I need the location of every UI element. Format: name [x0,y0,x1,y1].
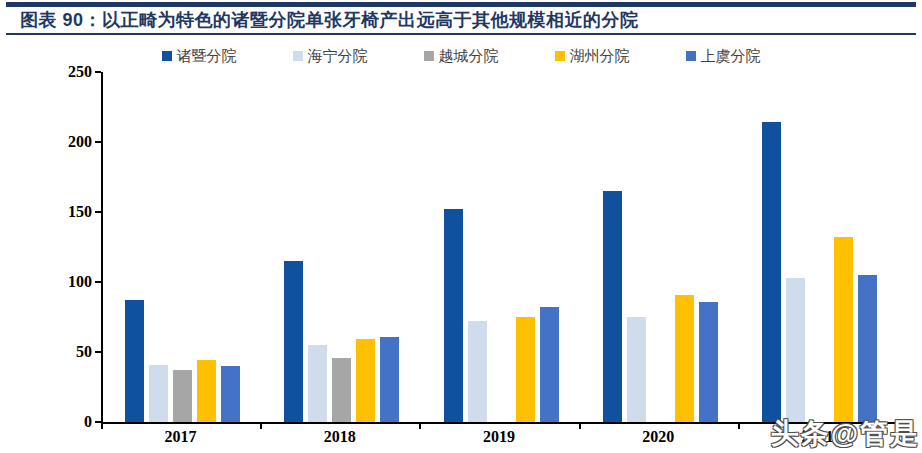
y-axis-tick-label: 100 [38,273,92,291]
bar [834,237,853,422]
x-axis-tick [738,424,740,429]
legend-swatch-icon [162,51,172,61]
bar [308,345,327,422]
legend-swatch-icon [686,51,696,61]
legend-label: 诸暨分院 [177,47,237,66]
bar [699,302,718,422]
bar [149,365,168,422]
x-axis-tick-label: 2020 [613,428,703,446]
x-axis-tick-label: 2019 [454,428,544,446]
bar [540,307,559,422]
bar [221,366,240,422]
bar [627,317,646,422]
header-bottom-rule [6,33,916,35]
legend-label: 海宁分院 [308,47,368,66]
bar [468,321,487,422]
y-axis-tick-label: 250 [38,63,92,81]
bar-group [444,72,559,422]
figure: 图表 90：以正畸为特色的诸暨分院单张牙椅产出远高于其他规模相近的分院 诸暨分院… [0,0,922,453]
y-axis-tick [95,211,101,213]
bar [786,278,805,422]
legend-item: 诸暨分院 [162,47,237,66]
bar [332,358,351,422]
legend-label: 湖州分院 [570,47,630,66]
bar [516,317,535,422]
bar [284,261,303,422]
bar-group [762,72,877,422]
y-axis-tick-label: 150 [38,203,92,221]
watermark: 头条@管是 [771,415,920,453]
legend-swatch-icon [293,51,303,61]
bar [444,209,463,422]
legend-item: 海宁分院 [293,47,368,66]
y-axis-tick-label: 0 [38,413,92,431]
plot-area [101,72,899,424]
y-axis-tick [95,71,101,73]
y-axis-tick [95,281,101,283]
legend-item: 上虞分院 [686,47,761,66]
bar [197,360,216,422]
x-axis-tick [260,424,262,429]
legend-label: 上虞分院 [701,47,761,66]
legend: 诸暨分院 海宁分院 越城分院 湖州分院 上虞分院 [0,46,922,66]
y-axis-tick-label: 200 [38,133,92,151]
bar-group [284,72,399,422]
x-axis-tick [579,424,581,429]
bar-group [125,72,240,422]
x-axis-tick-label: 2018 [295,428,385,446]
legend-label: 越城分院 [439,47,499,66]
figure-title: 图表 90：以正畸为特色的诸暨分院单张牙椅产出远高于其他规模相近的分院 [20,9,639,31]
x-axis-tick [101,424,103,429]
bar [125,300,144,422]
y-axis-tick-label: 50 [38,343,92,361]
x-axis-tick-label: 2017 [136,428,226,446]
x-axis-tick [419,424,421,429]
bar [173,370,192,422]
y-axis-tick [95,141,101,143]
bar [356,339,375,422]
bar [380,337,399,422]
bar [675,295,694,422]
bar-group [603,72,718,422]
legend-item: 湖州分院 [555,47,630,66]
y-axis-tick [95,421,101,423]
header-top-rule [6,2,916,7]
legend-item: 越城分院 [424,47,499,66]
y-axis-tick [95,351,101,353]
legend-swatch-icon [424,51,434,61]
bar [858,275,877,422]
bar [603,191,622,422]
legend-swatch-icon [555,51,565,61]
bar [762,122,781,422]
